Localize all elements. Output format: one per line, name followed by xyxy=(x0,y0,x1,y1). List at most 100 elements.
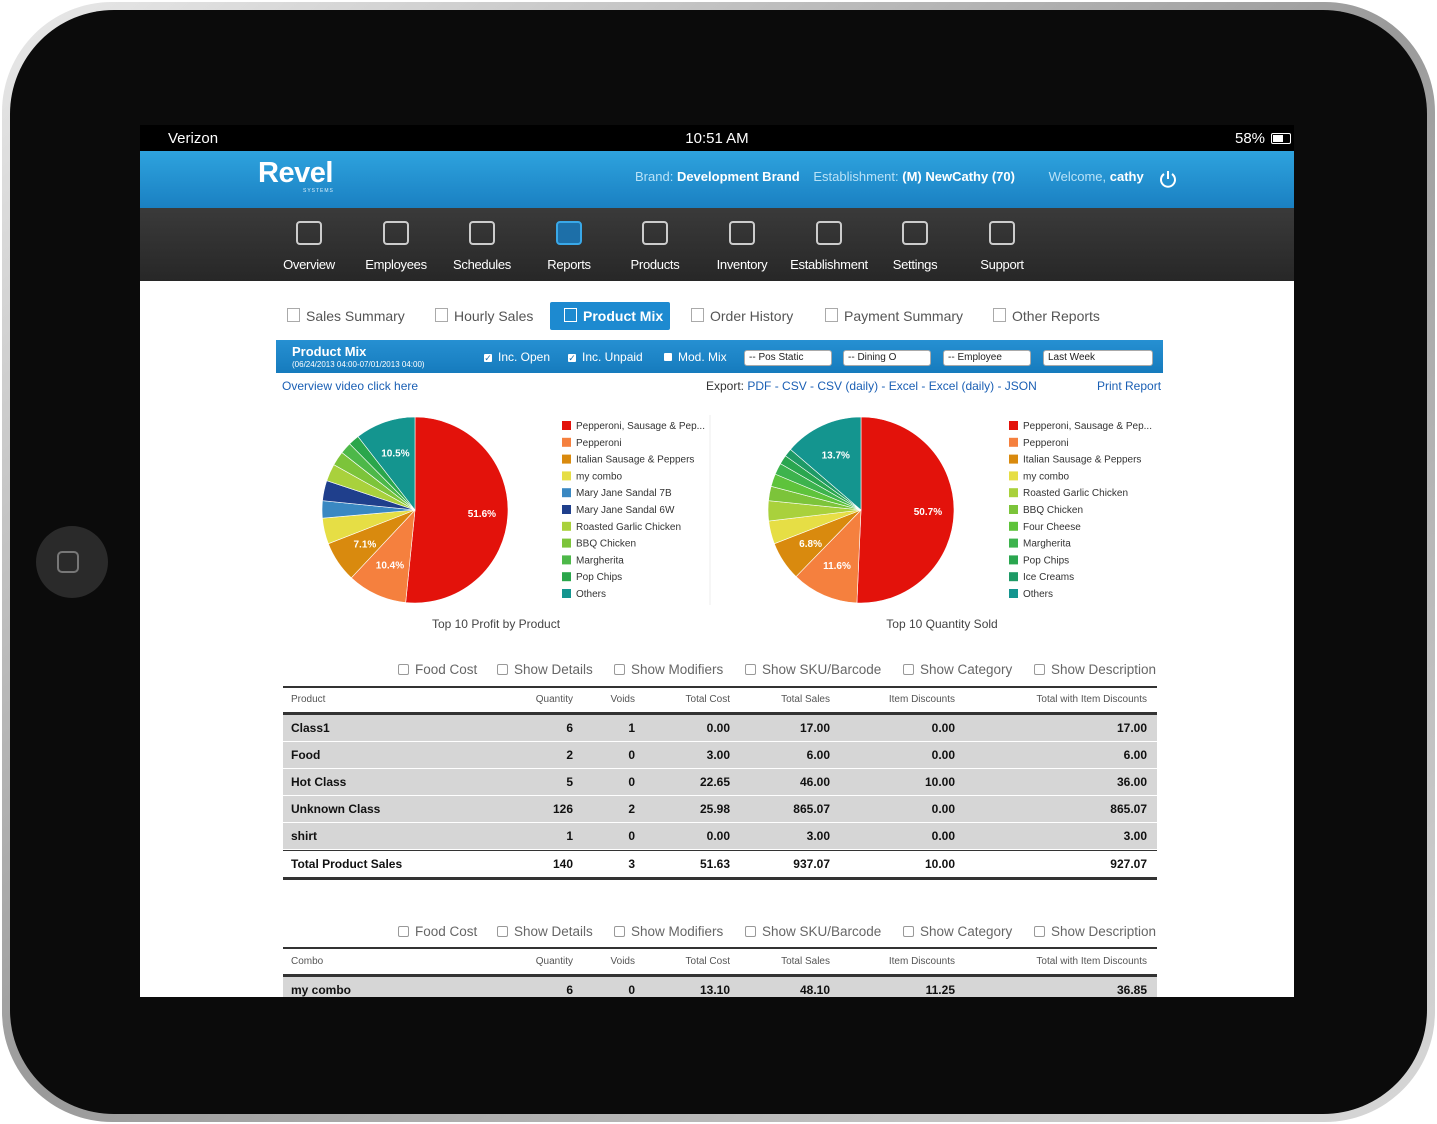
filter-label: Show Modifiers xyxy=(631,662,724,677)
total-cell: 3 xyxy=(628,857,635,871)
separator: - xyxy=(878,379,889,393)
nav-item[interactable]: Employees xyxy=(365,257,427,272)
filter-checkbox xyxy=(1034,664,1045,675)
select[interactable]: -- Dining O xyxy=(843,350,931,366)
filter-checkbox xyxy=(497,664,508,675)
filter-checkbox xyxy=(903,664,914,675)
tab[interactable]: Other Reports xyxy=(993,308,1100,324)
tab[interactable]: Order History xyxy=(691,308,793,324)
legend-swatch xyxy=(562,421,571,430)
select[interactable]: Last Week xyxy=(1043,350,1153,366)
tab[interactable]: Sales Summary xyxy=(287,308,405,324)
nav-item[interactable]: Settings xyxy=(892,257,938,272)
report-option[interactable]: Mod. Mix xyxy=(664,350,727,364)
legend-swatch xyxy=(562,538,571,548)
battery: 58% xyxy=(1235,130,1266,147)
cell: 0.00 xyxy=(706,829,730,843)
tab[interactable]: Payment Summary xyxy=(825,308,963,324)
brand[interactable]: Development Brand xyxy=(676,169,800,184)
data-label: 10.4% xyxy=(376,561,404,572)
cell: 5 xyxy=(566,775,573,789)
filter[interactable]: Show Category xyxy=(903,924,1012,939)
select[interactable]: -- Pos Static xyxy=(744,350,832,366)
tab-icon xyxy=(825,308,838,322)
export-link[interactable]: Excel xyxy=(888,379,919,393)
filter[interactable]: Show Details xyxy=(497,662,593,677)
export-link[interactable]: Excel (daily) xyxy=(928,379,995,393)
pie-slice xyxy=(856,416,955,604)
select[interactable]: -- Employee xyxy=(943,350,1031,366)
legend-label: Margherita xyxy=(576,555,624,566)
filter[interactable]: Show Description xyxy=(1034,924,1156,939)
filter[interactable]: Show Description xyxy=(1034,662,1156,677)
legend-label: Others xyxy=(576,589,606,600)
legend-swatch xyxy=(1009,454,1018,464)
filter-label: Show SKU/Barcode xyxy=(762,924,882,939)
export-link[interactable]: PDF xyxy=(747,379,772,393)
cell: 11.25 xyxy=(925,983,955,997)
cell: 865.07 xyxy=(793,802,830,816)
cell: 0.00 xyxy=(706,721,730,735)
report-option[interactable]: ✓ Inc. Open xyxy=(484,350,550,364)
nav-item[interactable]: Establishment xyxy=(790,257,868,272)
establishment[interactable]: (M) NewCathy (70) xyxy=(902,169,1015,184)
column-header: Quantity xyxy=(535,956,573,967)
pie-slice xyxy=(405,416,509,604)
tab[interactable]: Hourly Sales xyxy=(435,308,533,324)
option-label: Mod. Mix xyxy=(678,350,727,364)
cell: 6.00 xyxy=(1123,748,1147,762)
nav-item[interactable]: Support xyxy=(980,257,1024,272)
cell: 6 xyxy=(566,983,573,997)
filter[interactable]: Show SKU/Barcode xyxy=(745,924,881,939)
user[interactable]: cathy xyxy=(1109,169,1144,184)
filter[interactable]: Show SKU/Barcode xyxy=(745,662,881,677)
cell: 3.00 xyxy=(806,829,830,843)
nav-item[interactable]: Overview xyxy=(283,257,335,272)
nav-item[interactable]: Reports xyxy=(547,257,591,272)
option-checkbox: ✓ xyxy=(484,353,492,363)
nav-item[interactable]: Inventory xyxy=(716,257,768,272)
tab-icon xyxy=(993,308,1006,322)
report-bar: Product Mix (06/24/2013 04:00-07/01/2013… xyxy=(276,340,1163,373)
legend-label: BBQ Chicken xyxy=(1023,505,1083,516)
row-bg xyxy=(283,769,1157,795)
logo[interactable]: Revel xyxy=(258,157,333,189)
column-header: Combo xyxy=(291,956,324,967)
export-link[interactable]: JSON xyxy=(1004,379,1037,393)
data-label: 7.1% xyxy=(353,539,376,550)
brand-label: Brand: xyxy=(635,169,674,184)
filter-label: Show Modifiers xyxy=(631,924,724,939)
print-report[interactable]: Print Report xyxy=(1097,379,1162,393)
cell: 3.00 xyxy=(1123,829,1147,843)
filter[interactable]: Food Cost xyxy=(398,924,477,939)
column-header: Total Sales xyxy=(781,956,830,967)
legend-swatch xyxy=(562,454,571,464)
filter-label: Show Category xyxy=(920,662,1013,677)
cell: Class1 xyxy=(291,721,330,735)
logout-button[interactable] xyxy=(1158,169,1178,189)
battery-icon xyxy=(1271,133,1291,144)
cell: 1 xyxy=(628,721,635,735)
export-link[interactable]: CSV (daily) xyxy=(817,379,879,393)
export-link[interactable]: CSV xyxy=(782,379,807,393)
cell: 126 xyxy=(552,802,573,816)
tab[interactable]: Product Mix xyxy=(564,308,663,324)
filter[interactable]: Show Modifiers xyxy=(614,662,723,677)
option-label: Inc. Open xyxy=(498,350,551,364)
nav-icon xyxy=(296,221,322,245)
nav-item[interactable]: Schedules xyxy=(452,257,512,272)
nav-item[interactable]: Products xyxy=(630,257,680,272)
legend-swatch xyxy=(1009,421,1018,430)
filter[interactable]: Food Cost xyxy=(398,662,477,677)
filter[interactable]: Show Modifiers xyxy=(614,924,723,939)
cell: 0 xyxy=(628,748,635,762)
filter[interactable]: Show Details xyxy=(497,924,593,939)
total-cell: 10.00 xyxy=(924,857,955,871)
filter-label: Show Details xyxy=(514,924,593,939)
filter[interactable]: Show Category xyxy=(903,662,1012,677)
legend-label: my combo xyxy=(576,471,623,482)
video-link[interactable]: Overview video click here xyxy=(282,379,419,393)
rule xyxy=(283,850,1157,851)
column-header: Total with Item Discounts xyxy=(1036,956,1147,967)
report-option[interactable]: ✓ Inc. Unpaid xyxy=(568,350,643,364)
